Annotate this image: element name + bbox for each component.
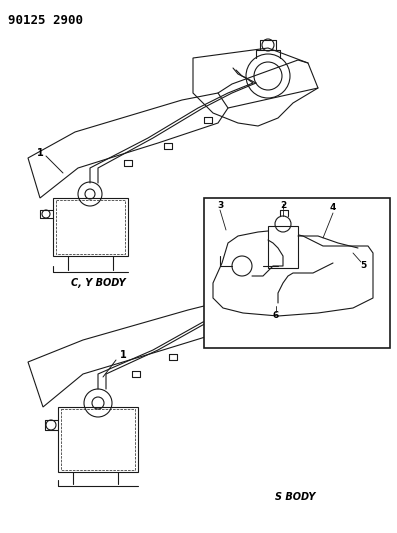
- Bar: [268, 226, 298, 268]
- Text: S BODY: S BODY: [275, 492, 315, 502]
- Text: 3: 3: [217, 200, 223, 209]
- Bar: [308, 270, 360, 318]
- Text: 2: 2: [280, 200, 286, 209]
- Bar: [204, 198, 390, 348]
- Text: 5: 5: [360, 262, 366, 271]
- Text: C, Y BODY: C, Y BODY: [71, 278, 125, 288]
- Text: 4: 4: [330, 204, 336, 213]
- Text: 90125 2900: 90125 2900: [8, 14, 83, 27]
- Text: 1: 1: [37, 148, 43, 158]
- Text: 1: 1: [119, 350, 126, 360]
- Text: 6: 6: [273, 311, 279, 320]
